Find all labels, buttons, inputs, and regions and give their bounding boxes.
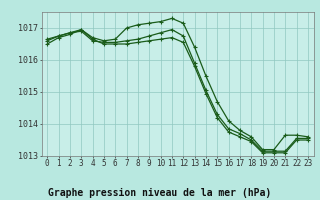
Text: Graphe pression niveau de la mer (hPa): Graphe pression niveau de la mer (hPa)	[48, 188, 272, 198]
